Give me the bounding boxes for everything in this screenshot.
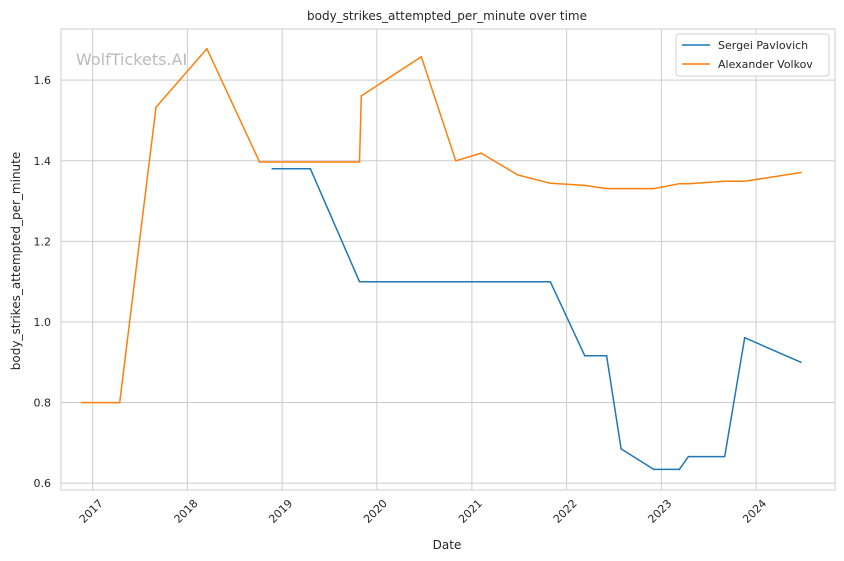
- x-tick-label: 2017: [77, 497, 106, 526]
- y-axis-label: body_strikes_attempted_per_minute: [9, 152, 23, 370]
- data-point: [743, 180, 746, 183]
- data-point: [743, 336, 746, 339]
- data-point: [206, 47, 208, 50]
- y-tick-label: 1.0: [34, 316, 52, 329]
- data-point: [549, 182, 552, 185]
- data-point: [653, 468, 655, 471]
- data-point: [309, 168, 312, 170]
- legend: Sergei Pavlovich Alexander Volkov: [675, 33, 830, 77]
- x-tick-label: 2019: [266, 497, 295, 526]
- data-point: [678, 182, 681, 185]
- data-point: [80, 401, 83, 404]
- data-point: [420, 56, 423, 58]
- data-point: [583, 184, 586, 187]
- data-point: [620, 448, 622, 450]
- x-tick-label: 2020: [361, 497, 390, 526]
- data-point: [605, 187, 608, 190]
- x-tick-label: 2023: [645, 497, 674, 526]
- data-point: [358, 280, 361, 283]
- legend-box: [675, 33, 830, 77]
- data-point: [516, 174, 519, 176]
- x-axis-label: Date: [433, 538, 462, 552]
- x-tick-label: 2022: [551, 497, 580, 526]
- data-point: [360, 95, 363, 97]
- data-point: [653, 187, 655, 190]
- y-tick-label: 1.6: [34, 74, 52, 87]
- data-point: [549, 280, 552, 283]
- y-tick-label: 0.8: [34, 397, 52, 410]
- data-point: [480, 152, 483, 154]
- x-tick-label: 2024: [740, 497, 769, 526]
- data-point: [687, 182, 690, 185]
- y-tick-label: 0.6: [34, 477, 52, 490]
- x-tick-label: 2021: [456, 497, 485, 526]
- watermark-text: WolfTickets.AI: [76, 50, 187, 69]
- data-point: [800, 361, 802, 364]
- data-point: [605, 355, 608, 357]
- data-point: [723, 455, 726, 458]
- x-tick-label: 2018: [172, 497, 201, 526]
- data-point: [583, 355, 586, 357]
- plot-area: 2017 2018 2019 2020 2021 2022 2023 2024 0.6 0.8 1.…: [34, 28, 836, 526]
- data-point: [155, 106, 157, 108]
- data-point: [723, 180, 726, 183]
- data-point: [454, 159, 457, 162]
- data-point: [118, 401, 121, 404]
- y-tick-label: 1.4: [34, 155, 52, 168]
- legend-label: Sergei Pavlovich: [718, 39, 808, 52]
- plot-frame: [60, 28, 836, 491]
- data-point: [258, 161, 261, 163]
- data-point: [800, 171, 802, 174]
- data-point: [687, 455, 690, 458]
- series-line-alexander-volkov: [81, 47, 802, 404]
- data-point: [358, 161, 361, 163]
- chart-title: body_strikes_attempted_per_minute over t…: [307, 9, 587, 23]
- data-point: [271, 168, 274, 170]
- legend-label: Alexander Volkov: [718, 58, 813, 71]
- y-tick-label: 1.2: [34, 235, 52, 248]
- data-point: [678, 468, 681, 471]
